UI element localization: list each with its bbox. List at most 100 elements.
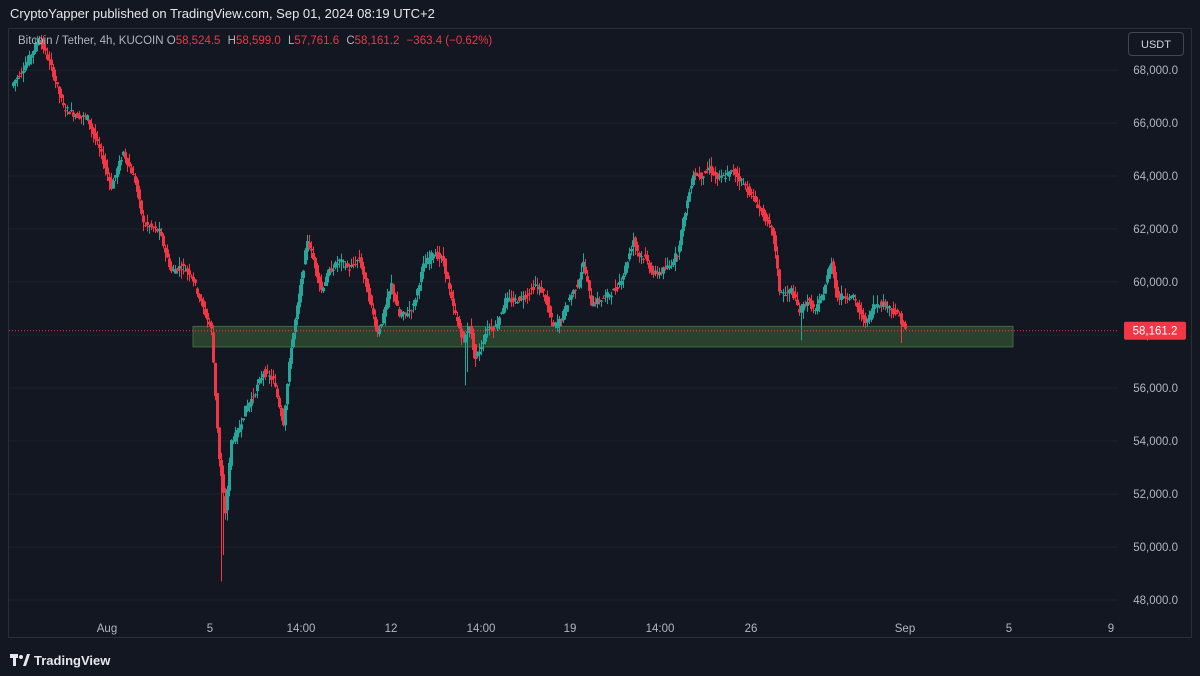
candle-body [582, 261, 585, 268]
candle-body [612, 289, 615, 291]
candle-body [474, 344, 477, 360]
candle-body [634, 237, 637, 246]
candle-body [34, 43, 37, 52]
candle-body [40, 41, 43, 44]
candle-body [876, 304, 879, 307]
candle-body [734, 168, 737, 175]
candle-body [344, 266, 347, 268]
candle-body [614, 288, 617, 292]
candle-body [608, 294, 611, 296]
candle-body [224, 496, 227, 514]
candle-body [686, 200, 689, 209]
candle-body [130, 167, 133, 174]
y-tick-label: 52,000.0 [1133, 489, 1178, 501]
candle-body [100, 149, 103, 152]
candle-body [372, 308, 375, 315]
candle-body [632, 240, 635, 247]
candle-body [530, 287, 533, 289]
candle-body [348, 269, 351, 271]
open-value: 58,524.5 [175, 35, 221, 47]
candle-body [738, 176, 741, 182]
candle-body [166, 249, 169, 258]
candle-body [484, 334, 487, 342]
candle-body [318, 276, 321, 284]
candle-body [858, 305, 861, 313]
candle-body [754, 196, 757, 202]
candle-body [720, 175, 723, 178]
candle-body [210, 322, 213, 329]
candle-body [898, 315, 901, 317]
tradingview-footer[interactable]: TradingView [0, 646, 410, 674]
candle-body [588, 280, 591, 291]
candle-body [700, 172, 703, 179]
candle-body [202, 300, 205, 308]
candle-body [172, 269, 175, 271]
candle-body [870, 311, 873, 320]
tradingview-logo-icon [10, 654, 30, 666]
candle-body [168, 258, 171, 268]
candle-body [892, 308, 895, 315]
candle-body [748, 186, 751, 196]
candle-body [758, 206, 761, 209]
candle-body [158, 228, 161, 232]
brand-label: TradingView [34, 652, 111, 668]
candle-body [160, 231, 163, 236]
candle-body [386, 297, 389, 309]
candle-body [476, 352, 479, 357]
candle-body [76, 113, 79, 118]
candle-body [414, 299, 417, 307]
candle-body [902, 321, 905, 327]
candle-body [676, 255, 679, 257]
candle-body [50, 59, 53, 65]
candle-body [514, 298, 517, 300]
candle-body [822, 294, 825, 301]
candle-body [516, 302, 519, 304]
candle-body [544, 295, 547, 302]
candle-body [214, 362, 217, 397]
candle-body [240, 424, 243, 430]
candle-body [602, 297, 605, 299]
candle-body [82, 115, 85, 117]
candle-body [246, 405, 249, 412]
candle-body [508, 298, 511, 300]
candle-body [626, 262, 629, 269]
candle-body [132, 174, 135, 176]
y-tick-label: 54,000.0 [1133, 436, 1178, 448]
candle-body [28, 54, 31, 65]
candle-body [636, 244, 639, 251]
candle-body [122, 151, 125, 156]
candle-body [816, 304, 819, 312]
candle-body [192, 276, 195, 282]
candle-body [198, 294, 201, 299]
candle-body [316, 264, 319, 278]
candle-body [422, 263, 425, 272]
candle-body [358, 257, 361, 259]
x-tick-label: 9 [1108, 623, 1114, 635]
candle-body [286, 383, 289, 405]
currency-button[interactable]: USDT [1128, 32, 1184, 56]
candle-body [812, 304, 815, 308]
candle-body [766, 217, 769, 220]
candle-body [232, 441, 235, 443]
candle-body [346, 263, 349, 267]
candle-body [110, 179, 113, 189]
candle-body [384, 307, 387, 317]
x-tick-label: 14:00 [287, 623, 316, 635]
candle-body [510, 299, 513, 303]
candle-body [16, 77, 19, 80]
candle-body [212, 332, 215, 363]
candle-body [142, 215, 145, 223]
candle-body [744, 183, 747, 186]
candle-body [696, 174, 699, 176]
candle-body [260, 378, 263, 381]
candle-body [26, 61, 29, 66]
candle-body [890, 308, 893, 311]
candle-body [428, 257, 431, 265]
candle-body [776, 255, 779, 269]
candle-body [200, 298, 203, 302]
candle-body [564, 306, 567, 317]
candle-body [760, 207, 763, 212]
candle-body [252, 396, 255, 398]
candle-body [196, 288, 199, 294]
